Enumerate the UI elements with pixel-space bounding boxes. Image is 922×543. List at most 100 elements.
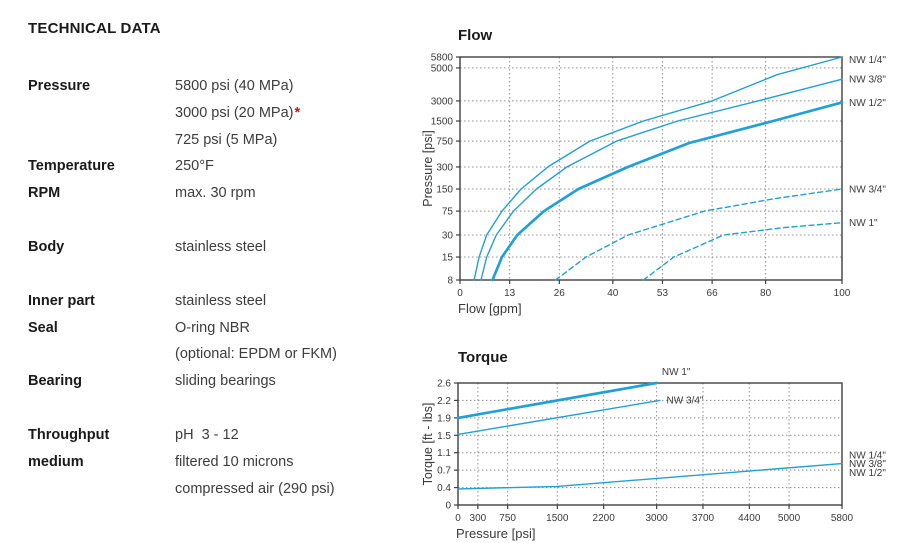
spec-row: Bearing sliding bearings: [28, 368, 413, 395]
spec-label: Seal: [28, 319, 58, 336]
line-label-nw-3-8: NW 3/8": [849, 459, 886, 470]
spec-value: (optional: EPDM or FKM): [175, 346, 337, 363]
y-tick-label: 0.7: [437, 466, 451, 477]
spec-row: Inner part stainless steel: [28, 288, 413, 315]
spec-label: medium: [28, 453, 84, 470]
x-tick-label: 100: [834, 288, 851, 299]
x-tick-label: 1500: [546, 513, 569, 524]
line-label-nw-1-2: NW 1/2": [849, 98, 886, 109]
spec-group-0: Pressure 5800 psi (40 MPa) 3000 psi (20 MP…: [28, 73, 413, 207]
spec-group-2: Inner part stainless steel Seal O-ring NBR (…: [28, 288, 413, 395]
x-tick-label: 3700: [692, 513, 715, 524]
y-tick-label: 1.9: [437, 413, 451, 424]
x-tick-label: 5000: [778, 513, 801, 524]
series-nw-1: [456, 381, 658, 420]
line-label-nw-1-4: NW 1/4": [849, 450, 886, 461]
spec-value: 3000 psi (20 MPa)*: [175, 104, 301, 121]
x-axis-title: Pressure [psi]: [456, 526, 535, 541]
y-tick-label: 0: [445, 501, 451, 512]
technical-data-panel: TECHNICAL DATA Pressure 5800 psi (40 MPa)…: [28, 20, 413, 502]
technical-data-title: TECHNICAL DATA: [28, 20, 161, 37]
series-nw-3-8: [480, 78, 843, 281]
series-nw-1-4-nw-3-8-nw-1-2: [457, 462, 843, 490]
y-tick-label: 0.4: [437, 483, 451, 494]
y-tick-label: 8: [447, 276, 453, 287]
x-tick-label: 5800: [831, 513, 854, 524]
y-axis-title: Torque [ft - lbs]: [421, 403, 435, 486]
x-tick-label: 0: [455, 513, 461, 524]
torque-chart: 2.6 2.2 1.9 1.5 1.1 0.7 0.4 00 300 750 1500 2200 300…: [421, 367, 886, 541]
torque-chart-title: Torque: [458, 349, 508, 366]
spec-value: stainless steel: [175, 292, 267, 309]
spec-value: pH 3 - 12: [175, 426, 239, 443]
series-nw-3-4: [457, 399, 661, 436]
spec-label-column: RPM: [28, 180, 175, 207]
spec-value-column: 5800 psi (40 MPa) 3000 psi (20 MPa)* 725 p…: [175, 73, 300, 153]
series-nw-1-2: [491, 101, 844, 282]
x-tick-label: 4400: [738, 513, 761, 524]
spec-value: compressed air (290 psi): [175, 480, 335, 497]
y-tick-label: 3000: [431, 96, 454, 107]
y-tick-label: 1.5: [437, 431, 451, 442]
spec-group-3: Throughput medium pH 3 - 12 filtered 10 mic…: [28, 422, 413, 502]
x-tick-label: 13: [504, 288, 516, 299]
spec-value-column: stainless steel: [175, 234, 266, 261]
spec-value: max. 30 rpm: [175, 185, 256, 202]
spec-value: 5800 psi (40 MPa): [175, 78, 294, 94]
y-tick-label: 2.2: [437, 396, 451, 407]
spec-value: filtered 10 microns: [175, 453, 294, 470]
spec-row: Body stainless steel: [28, 234, 413, 261]
y-tick-label: 750: [436, 137, 453, 148]
spec-value-column: pH 3 - 12 filtered 10 microns compressed a…: [175, 422, 335, 502]
plot-border: [457, 382, 843, 506]
spec-value: sliding bearings: [175, 373, 276, 390]
spec-value-column: stainless steel: [175, 288, 266, 315]
spec-label: Bearing: [28, 373, 82, 390]
plot-border: [459, 56, 843, 281]
line-label-nw-1-2: NW 1/2": [849, 468, 886, 479]
spec-value-column: max. 30 rpm: [175, 180, 256, 207]
spec-label: Throughput: [28, 426, 110, 443]
spec-label-column: Body: [28, 234, 175, 261]
series-nw-1: [642, 221, 843, 281]
x-axis-title: Flow [gpm]: [458, 301, 522, 316]
x-tick-label: 26: [554, 288, 566, 299]
spec-label-column: Seal: [28, 315, 175, 369]
series-nw-1-4: [473, 56, 843, 281]
spec-value: 250°F: [175, 158, 214, 175]
spec-label: Temperature: [28, 158, 115, 175]
y-tick-label: 5000: [431, 63, 454, 74]
line-label-nw-1: NW 1": [662, 367, 691, 378]
line-label-nw-1-4: NW 1/4": [849, 55, 886, 66]
y-tick-label: 1.1: [437, 448, 451, 459]
y-tick-label: 15: [442, 253, 454, 264]
y-tick-label: 30: [442, 230, 454, 241]
line-label-nw-3-4: NW 3/4": [849, 185, 886, 196]
flow-chart-title: Flow: [458, 27, 493, 44]
line-label-nw-3-4: NW 3/4": [667, 395, 704, 406]
spec-label: RPM: [28, 185, 61, 202]
y-axis-title: Pressure [psi]: [421, 130, 435, 206]
spec-row: RPM max. 30 rpm: [28, 180, 413, 207]
line-label-nw-3-8: NW 3/8": [849, 75, 886, 86]
spec-value: 725 psi (5 MPa): [175, 131, 278, 148]
spec-label-column: Bearing: [28, 368, 175, 395]
spec-group-1: Body stainless steel: [28, 234, 413, 261]
spec-groups: Pressure 5800 psi (40 MPa) 3000 psi (20 MP…: [28, 73, 413, 502]
spec-value-column: 250°F: [175, 153, 214, 180]
spec-row: Throughput medium pH 3 - 12 filtered 10 mic…: [28, 422, 413, 502]
series-nw-3-4: [554, 188, 843, 281]
x-tick-label: 750: [499, 513, 516, 524]
spec-value: O-ring NBR: [175, 319, 250, 336]
x-tick-label: 0: [457, 288, 463, 299]
y-tick-label: 5800: [431, 53, 454, 64]
spec-label: Body: [28, 238, 65, 255]
y-tick-label: 1500: [431, 117, 454, 128]
y-tick-label: 2.6: [437, 379, 451, 390]
x-tick-label: 66: [707, 288, 719, 299]
y-tick-label: 150: [436, 185, 453, 196]
spec-value-column: sliding bearings: [175, 368, 276, 395]
spec-label-column: Pressure: [28, 73, 175, 153]
